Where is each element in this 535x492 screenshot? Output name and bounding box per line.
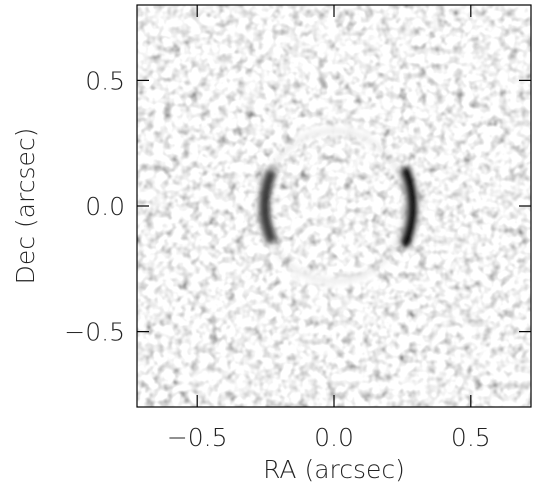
dark-arc [259,167,277,245]
y-tick-label: 0.0 [85,192,125,221]
y-tick-label: 0.5 [85,66,125,95]
x-tick-label: 0.5 [451,423,491,452]
x-tick-label: −0.5 [167,423,228,452]
bright-arc [294,124,374,143]
x-axis-label: RA (arcsec) [263,455,405,484]
faint-ring [260,129,408,283]
image [137,5,531,407]
noise-background [137,5,531,407]
dark-arc [399,166,417,248]
y-tick-label: −0.5 [64,318,125,347]
y-axis-label: Dec (arcsec) [11,128,40,285]
ring [259,124,417,287]
x-tick-label: 0.0 [314,423,354,452]
